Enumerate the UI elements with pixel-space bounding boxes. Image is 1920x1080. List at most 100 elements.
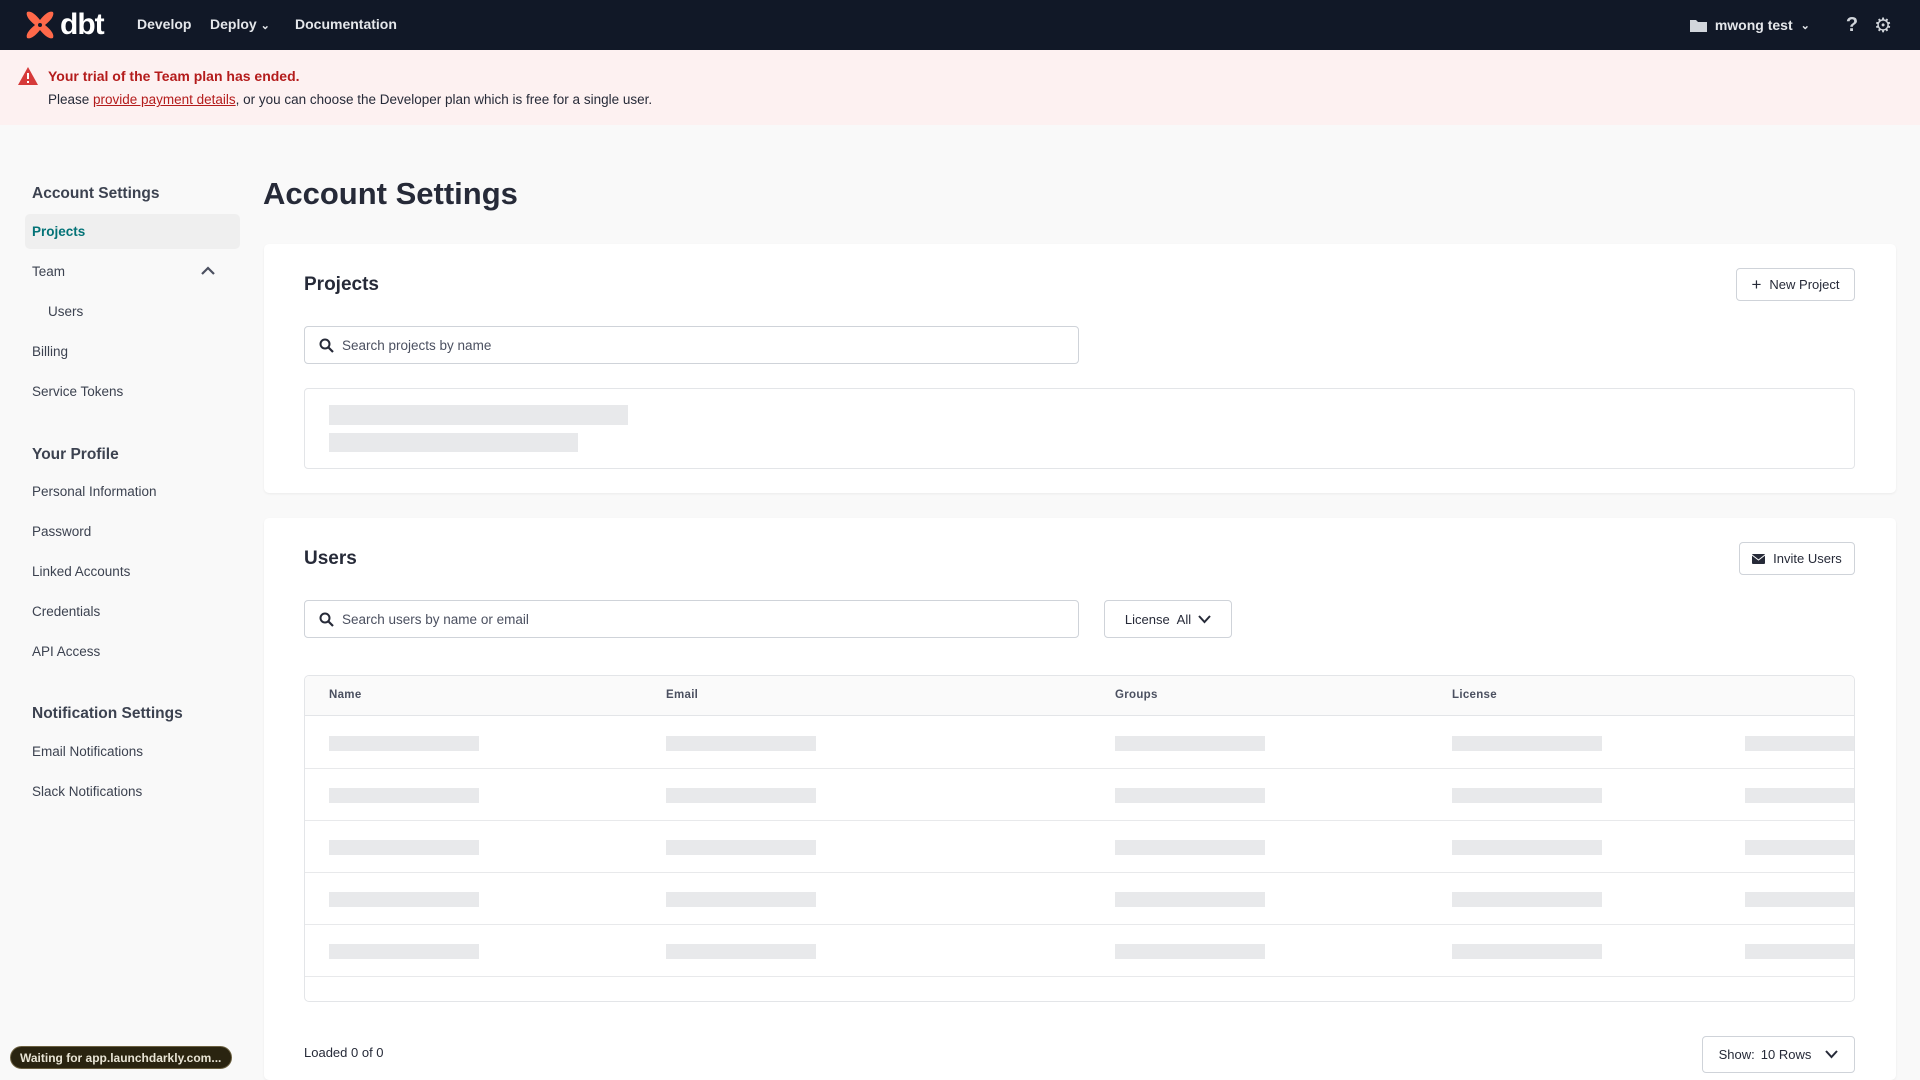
sidebar-item-credentials[interactable]: Credentials	[32, 604, 101, 619]
skeleton-bar	[1115, 788, 1265, 803]
table-row-skeleton	[305, 925, 1854, 977]
nav-deploy[interactable]: Deploy ⌄	[210, 16, 270, 32]
skeleton-bar	[666, 944, 816, 959]
skeleton-bar	[1452, 892, 1602, 907]
project-switcher[interactable]: mwong test ⌄	[1689, 17, 1810, 33]
payment-details-link[interactable]: provide payment details	[93, 92, 236, 107]
search-icon	[319, 338, 334, 353]
sidebar-heading-account: Account Settings	[32, 185, 160, 202]
trial-banner: Your trial of the Team plan has ended. P…	[0, 50, 1920, 125]
nav-documentation[interactable]: Documentation	[295, 16, 397, 32]
column-email[interactable]: Email	[666, 689, 699, 701]
sidebar-heading-profile: Your Profile	[32, 446, 119, 463]
skeleton-bar	[329, 433, 578, 452]
top-nav: dbt Develop Deploy ⌄ Documentation mwong…	[0, 0, 1920, 50]
skeleton-bar	[1115, 736, 1265, 751]
search-icon	[319, 612, 334, 627]
active-item-highlight	[25, 214, 240, 249]
dbt-logo-icon	[26, 11, 54, 39]
skeleton-bar	[329, 892, 479, 907]
skeleton-bar	[666, 788, 816, 803]
license-filter-value: All	[1176, 611, 1192, 627]
skeleton-bar	[1452, 840, 1602, 855]
skeleton-bar	[329, 405, 628, 425]
sidebar: Account Settings Projects Team Users Bil…	[0, 125, 263, 1080]
sidebar-item-email-notifications[interactable]: Email Notifications	[32, 744, 144, 759]
skeleton-bar	[1745, 788, 1854, 803]
table-header: Name Email Groups License	[305, 676, 1854, 716]
user-search[interactable]	[304, 600, 1079, 638]
envelope-icon	[1752, 553, 1766, 564]
dbt-logo[interactable]: dbt	[24, 8, 105, 42]
nav-develop[interactable]: Develop	[137, 16, 192, 32]
users-table: Name Email Groups License	[304, 675, 1855, 1002]
sidebar-heading-notifications: Notification Settings	[32, 705, 183, 722]
skeleton-bar	[1452, 736, 1602, 751]
skeleton-bar	[1452, 944, 1602, 959]
sidebar-item-projects[interactable]: Projects	[32, 224, 86, 239]
chevron-down-icon	[1825, 1050, 1839, 1059]
skeleton-bar	[1115, 840, 1265, 855]
table-row-skeleton	[305, 821, 1854, 873]
banner-prefix: Please	[48, 92, 94, 107]
new-project-label: New Project	[1769, 277, 1840, 292]
license-filter-dropdown[interactable]: License All	[1104, 600, 1232, 638]
sidebar-item-personal-information[interactable]: Personal Information	[32, 484, 157, 499]
users-card: Users Invite Users License All Name Email…	[264, 518, 1896, 1080]
skeleton-bar	[1745, 840, 1854, 855]
project-name: mwong test	[1714, 17, 1793, 33]
nav-deploy-label: Deploy	[210, 16, 257, 32]
chevron-up-icon[interactable]	[201, 266, 215, 276]
license-filter-label: License	[1124, 611, 1170, 627]
skeleton-bar	[329, 944, 479, 959]
users-title: Users	[304, 548, 357, 569]
skeleton-bar	[1115, 944, 1265, 959]
table-row-skeleton	[305, 717, 1854, 769]
skeleton-bar	[1452, 788, 1602, 803]
invite-users-label: Invite Users	[1773, 551, 1842, 566]
skeleton-bar	[329, 840, 479, 855]
skeleton-bar	[1115, 892, 1265, 907]
skeleton-bar	[329, 788, 479, 803]
page-title: Account Settings	[263, 176, 518, 211]
banner-text: Please provide payment details, or you c…	[48, 92, 652, 107]
sidebar-item-users[interactable]: Users	[48, 304, 84, 319]
show-value: 10 Rows	[1760, 1047, 1812, 1062]
skeleton-bar	[1745, 736, 1854, 751]
table-row-skeleton	[305, 873, 1854, 925]
skeleton-bar	[666, 892, 816, 907]
projects-card: Projects + New Project	[264, 244, 1896, 493]
chevron-down-icon: ⌄	[1800, 19, 1810, 32]
sidebar-item-linked-accounts[interactable]: Linked Accounts	[32, 564, 131, 579]
invite-users-button[interactable]: Invite Users	[1739, 542, 1855, 575]
column-groups[interactable]: Groups	[1115, 689, 1158, 701]
sidebar-item-billing[interactable]: Billing	[32, 344, 69, 359]
chevron-down-icon	[1198, 614, 1211, 623]
gear-icon[interactable]: ⚙	[1874, 14, 1892, 37]
sidebar-item-api-access[interactable]: API Access	[32, 644, 101, 659]
folder-icon	[1689, 19, 1707, 32]
new-project-button[interactable]: + New Project	[1736, 268, 1855, 301]
plus-icon: +	[1751, 274, 1762, 294]
help-icon[interactable]: ?	[1845, 13, 1859, 36]
skeleton-bar	[1745, 944, 1854, 959]
sidebar-item-password[interactable]: Password	[32, 524, 92, 539]
project-list-skeleton	[304, 388, 1855, 469]
rows-per-page-dropdown[interactable]: Show: 10 Rows	[1702, 1036, 1855, 1073]
sidebar-item-slack-notifications[interactable]: Slack Notifications	[32, 784, 143, 799]
search-users-input[interactable]	[342, 611, 1042, 627]
skeleton-bar	[666, 736, 816, 751]
chevron-down-icon: ⌄	[260, 20, 270, 32]
column-license[interactable]: License	[1452, 689, 1497, 701]
show-label: Show:	[1718, 1047, 1755, 1062]
column-name[interactable]: Name	[329, 689, 362, 701]
sidebar-item-service-tokens[interactable]: Service Tokens	[32, 384, 124, 399]
projects-title: Projects	[304, 274, 379, 295]
skeleton-bar	[666, 840, 816, 855]
loaded-count: Loaded 0 of 0	[304, 1045, 384, 1060]
sidebar-item-team[interactable]: Team	[32, 264, 66, 279]
project-search[interactable]	[304, 326, 1079, 364]
search-projects-input[interactable]	[342, 337, 1042, 353]
skeleton-bar	[1745, 892, 1854, 907]
table-row-skeleton	[305, 769, 1854, 821]
